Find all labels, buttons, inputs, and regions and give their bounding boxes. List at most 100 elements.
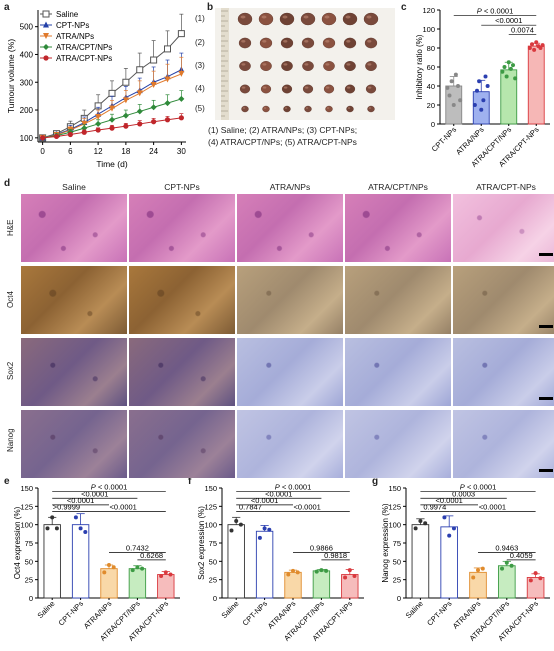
tumor-highlight — [345, 15, 351, 19]
data-point — [319, 568, 324, 573]
data-point — [229, 528, 234, 533]
histology-image — [345, 266, 451, 334]
data-point — [529, 42, 534, 47]
histology-image — [237, 410, 343, 478]
data-point — [447, 533, 452, 538]
y-axis-title: Oct4 expression (%) — [13, 506, 22, 579]
p-value: < 0.0001 — [280, 483, 312, 492]
x-tick-label: Saline — [404, 599, 425, 620]
y-tick-label: 100 — [422, 25, 435, 34]
y-tick-label: 400 — [20, 50, 34, 59]
histology-image — [21, 338, 127, 406]
data-point — [178, 95, 185, 102]
histology-image — [237, 338, 343, 406]
data-point — [95, 120, 102, 127]
tumor-highlight — [368, 107, 372, 109]
legend-label: CPT-NPs — [56, 21, 89, 30]
significance-label: <0.0001 — [110, 502, 137, 511]
tumor-highlight — [326, 107, 330, 109]
significance-label: 0.0074 — [511, 26, 534, 35]
tumor-highlight — [261, 15, 267, 19]
y-axis-title: Sox2 expression (%) — [197, 506, 206, 580]
data-point — [528, 578, 533, 583]
chart-a-tumour-volume: 100 200 300 400 500 0 6 12 18 24 30 Time (d) Tumour … — [6, 10, 186, 169]
legend-marker — [42, 10, 50, 18]
y-tick-label: 25 — [393, 576, 401, 585]
y-tick-label: 50 — [209, 557, 217, 566]
data-point — [178, 70, 185, 77]
tumor — [343, 37, 357, 49]
x-tick-label: CPT-NPs — [425, 599, 454, 628]
data-point — [83, 530, 88, 534]
panel-label-e: e — [4, 476, 10, 487]
scale-bar — [539, 469, 553, 472]
tumor — [365, 84, 377, 94]
p-symbol: P — [477, 7, 482, 16]
histology-image — [345, 410, 451, 478]
data-point — [449, 79, 454, 84]
data-point — [286, 572, 291, 577]
data-point — [168, 572, 173, 577]
data-point — [151, 119, 157, 125]
histology-image — [345, 194, 451, 262]
y-tick-label: 125 — [388, 502, 401, 511]
significance-label: 0.9866 — [310, 544, 333, 553]
data-point — [102, 570, 107, 575]
data-point — [480, 566, 485, 571]
histology-row-label: Oct4 — [6, 291, 15, 308]
x-tick-label: Saline — [220, 599, 241, 620]
significance-label: P < 0.0001 — [275, 483, 312, 492]
ruler — [221, 8, 229, 120]
histology-image — [453, 410, 554, 478]
tumor — [238, 37, 252, 49]
x-tick-label: Saline — [36, 599, 57, 620]
legend-marker — [43, 21, 49, 28]
significance-label: 0.7432 — [126, 544, 149, 553]
data-point — [481, 98, 486, 103]
data-point — [50, 515, 55, 520]
tumor-highlight — [283, 86, 288, 89]
data-point — [53, 133, 60, 140]
significance-label: <0.0001 — [67, 496, 94, 505]
y-tick-label: 25 — [209, 576, 217, 585]
tumor — [239, 61, 251, 72]
data-point — [107, 563, 111, 567]
significance-label: <0.0001 — [495, 16, 522, 25]
histology-image — [129, 410, 235, 478]
tumor — [364, 37, 378, 49]
data-point — [476, 568, 480, 573]
tumor-highlight — [347, 107, 351, 109]
data-point — [291, 568, 295, 573]
histology-grid: Saline CPT-NPs ATRA/NPs ATRA/CPT/NPs ATRA/CP… — [0, 180, 554, 478]
histology-image — [237, 194, 343, 262]
significance-label: <0.0001 — [436, 496, 463, 505]
data-point — [527, 46, 532, 50]
x-tick-label: 6 — [68, 147, 73, 156]
tumor — [365, 61, 377, 72]
tumor — [258, 12, 274, 26]
significance-label: 0.9818 — [324, 551, 347, 560]
x-tick-label: 18 — [121, 147, 130, 156]
data-point — [451, 103, 456, 107]
y-tick-label: 125 — [20, 502, 33, 511]
histology-image — [237, 266, 343, 334]
significance-label: 0.9974 — [423, 502, 446, 511]
tumor — [344, 61, 356, 72]
tumor — [325, 105, 333, 113]
y-axis-title: Nanog expression (%) — [381, 503, 390, 582]
tumor-photo — [215, 8, 395, 120]
x-tick-label: 12 — [94, 147, 103, 156]
tumor — [302, 61, 314, 72]
data-point — [67, 131, 73, 138]
tumor-highlight — [325, 63, 330, 66]
data-point — [109, 116, 115, 123]
data-point — [95, 113, 102, 120]
data-point — [73, 515, 78, 520]
data-point — [540, 43, 545, 48]
histology-image — [453, 194, 554, 262]
x-tick-label: CPT-NPs — [57, 599, 86, 628]
y-tick-label: 60 — [427, 63, 435, 72]
data-point — [445, 85, 450, 90]
tumor-row-label: (4) — [195, 84, 205, 93]
